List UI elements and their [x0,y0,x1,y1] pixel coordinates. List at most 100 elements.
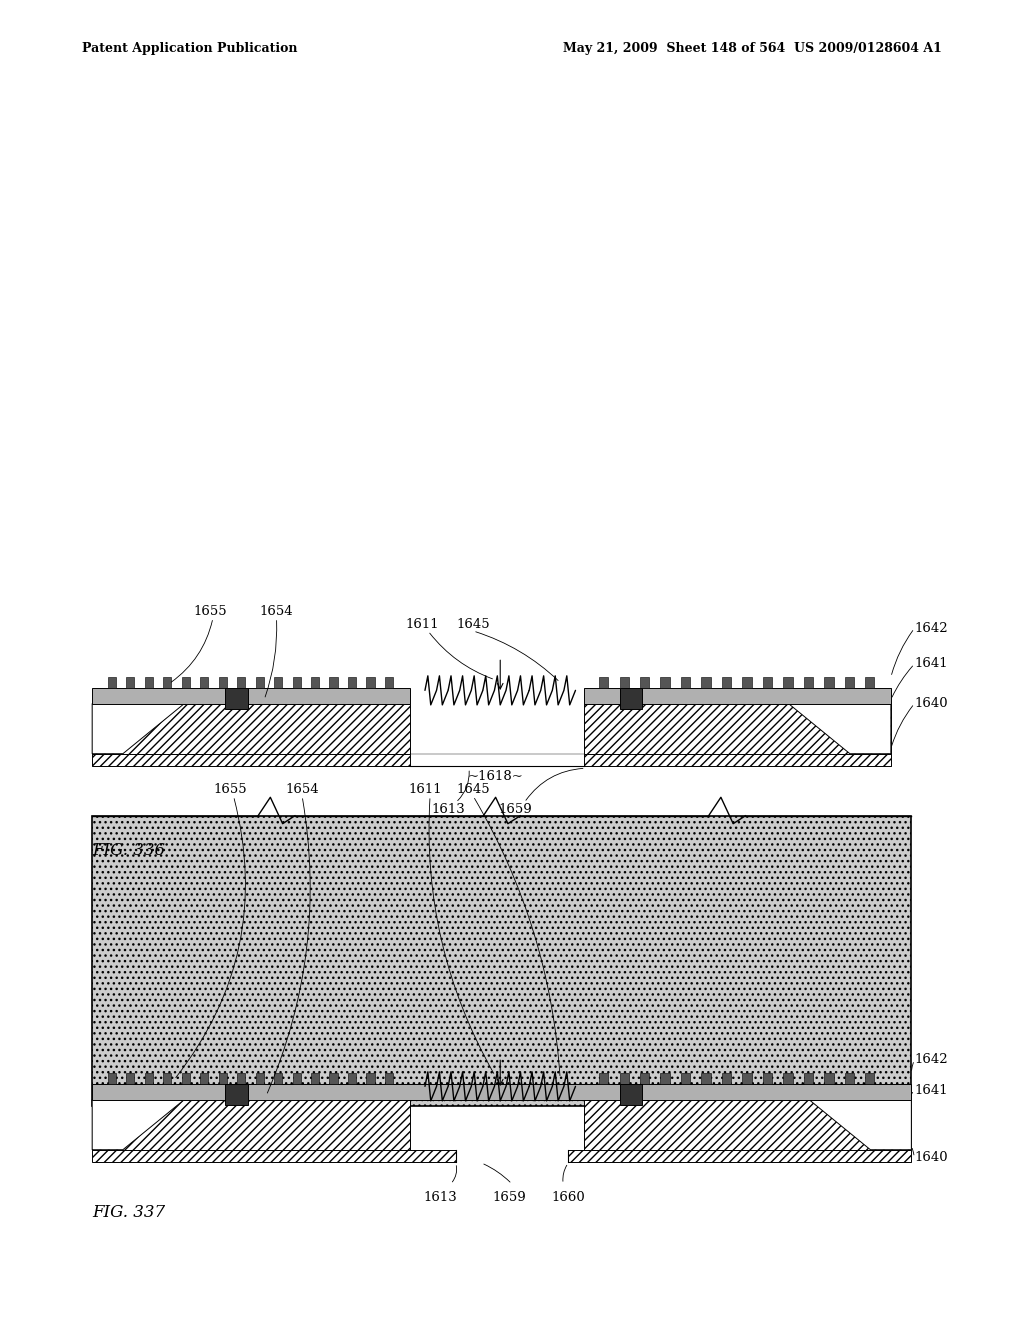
Polygon shape [92,704,184,754]
Bar [824,677,834,688]
Bar [620,1084,642,1105]
Bar [620,1073,629,1084]
Bar [804,677,813,688]
Bar [163,1073,171,1084]
Bar [681,1073,690,1084]
Bar [804,1073,813,1084]
Polygon shape [92,1100,184,1150]
Bar [763,677,772,688]
Bar [865,677,874,688]
Bar [92,816,911,1106]
Bar [311,677,319,688]
Text: May 21, 2009  Sheet 148 of 564  US 2009/0128604 A1: May 21, 2009 Sheet 148 of 564 US 2009/01… [563,42,942,55]
Text: 1641: 1641 [914,1084,948,1097]
Bar [783,677,793,688]
Bar [108,677,116,688]
Bar [92,1084,911,1100]
Bar [274,1073,283,1084]
Bar [845,1073,854,1084]
Text: 1645: 1645 [457,618,489,631]
Text: 1655: 1655 [214,783,247,796]
Text: Patent Application Publication: Patent Application Publication [82,42,297,55]
Bar [237,1073,246,1084]
Bar [108,1073,116,1084]
Text: 1659: 1659 [493,1191,525,1204]
Bar [256,1073,264,1084]
Bar [722,677,731,688]
Polygon shape [788,704,891,754]
Bar [311,1073,319,1084]
Bar [456,1147,568,1163]
Bar [330,1073,338,1084]
Text: 1613: 1613 [424,1191,457,1204]
Bar [824,1073,834,1084]
Text: 1645: 1645 [457,783,489,796]
Bar [218,677,227,688]
Text: FIG. 337: FIG. 337 [92,1204,165,1221]
Bar [92,704,410,754]
Bar [742,1073,752,1084]
Bar [181,1073,189,1084]
Bar [225,688,248,709]
Bar [367,1073,375,1084]
Text: 1611: 1611 [409,783,441,796]
Bar [599,677,608,688]
Bar [225,1084,248,1105]
Bar [92,1100,410,1150]
Bar [742,677,752,688]
Bar [181,677,189,688]
Bar [348,677,356,688]
Bar [385,677,393,688]
Bar [237,677,246,688]
Text: 1642: 1642 [914,622,948,635]
Bar [274,677,283,688]
Text: ~1618~: ~1618~ [468,770,523,783]
Bar [293,1073,301,1084]
Bar [293,677,301,688]
Text: 1613: 1613 [432,803,465,816]
Bar [348,1073,356,1084]
Bar [660,677,670,688]
Bar [367,677,375,688]
Bar [256,677,264,688]
Bar [845,677,854,688]
Bar [144,1073,153,1084]
Bar [640,677,649,688]
Bar [584,1100,911,1150]
Text: 1660: 1660 [552,1191,585,1204]
Bar [200,677,208,688]
Text: 1659: 1659 [499,803,531,816]
Text: 1655: 1655 [194,605,226,618]
Bar [620,688,642,709]
Text: FIG. 336: FIG. 336 [92,842,165,859]
Bar [865,1073,874,1084]
Bar [126,677,134,688]
Bar [385,1073,393,1084]
Bar [599,1073,608,1084]
Text: 1640: 1640 [914,697,948,710]
Bar [163,677,171,688]
Text: 1654: 1654 [286,783,318,796]
Text: 1640: 1640 [914,1151,948,1164]
Bar [200,1073,208,1084]
Bar [584,754,891,766]
Bar [620,677,629,688]
Text: 1642: 1642 [914,1053,948,1067]
Bar [763,1073,772,1084]
Text: 1654: 1654 [260,605,293,618]
Bar [92,754,410,766]
Bar [701,677,711,688]
Bar [722,1073,731,1084]
Bar [218,1073,227,1084]
Bar [584,704,891,754]
Polygon shape [809,1100,911,1150]
Bar [584,688,891,704]
Bar [640,1073,649,1084]
Text: 1641: 1641 [914,657,948,671]
Bar [92,688,410,704]
Bar [701,1073,711,1084]
Bar [126,1073,134,1084]
Bar [330,677,338,688]
Bar [660,1073,670,1084]
Bar [783,1073,793,1084]
